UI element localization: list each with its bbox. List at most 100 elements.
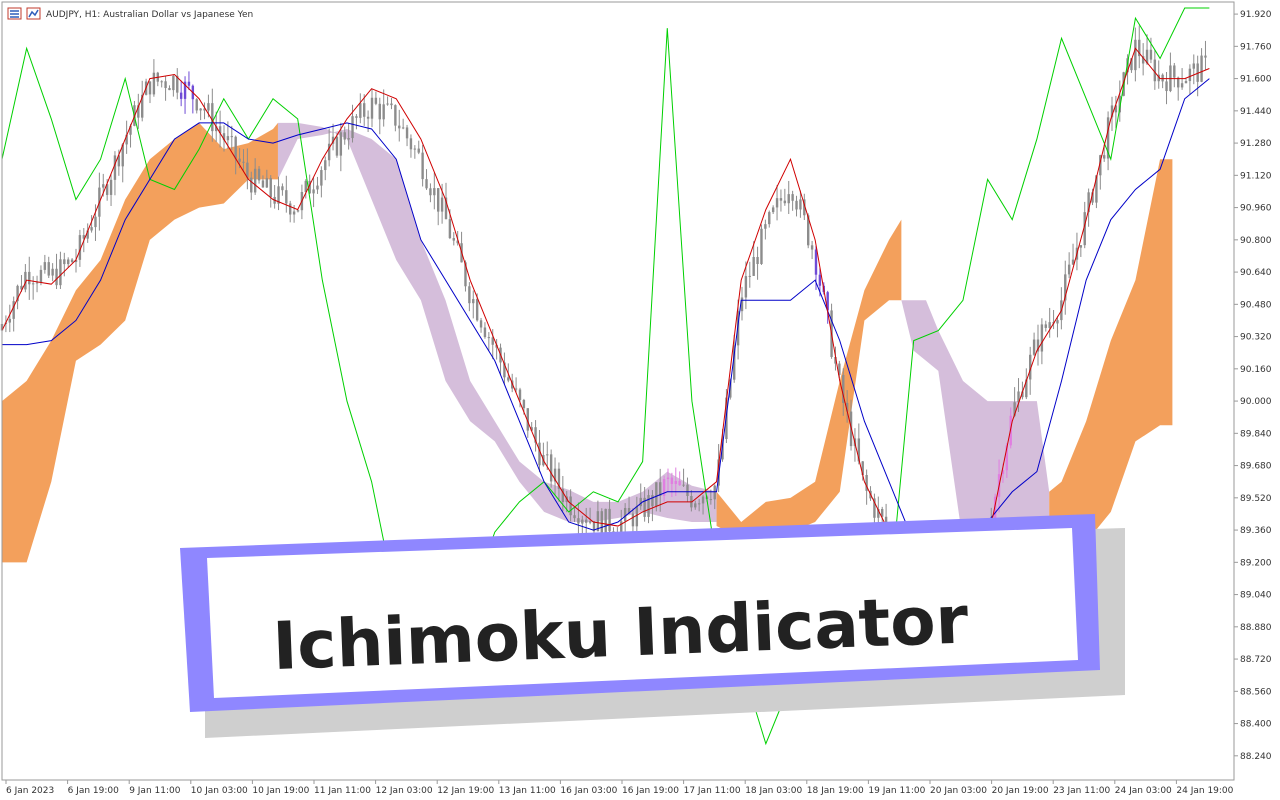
- price-tick-label: 91.760: [1240, 42, 1272, 52]
- candle-body: [1087, 192, 1090, 213]
- candle-body: [557, 468, 561, 489]
- candle-body: [1138, 39, 1141, 57]
- candle-body: [1103, 155, 1106, 159]
- candle-body: [168, 88, 171, 91]
- time-tick-label: 17 Jan 11:00: [684, 786, 741, 796]
- candle-body: [861, 461, 864, 476]
- candle-body: [285, 190, 288, 204]
- candle-body: [1032, 339, 1036, 355]
- candle-body: [253, 168, 257, 193]
- time-tick-label: 6 Jan 2023: [6, 786, 54, 796]
- kijun-sen-line: [2, 78, 1210, 584]
- price-tick-label: 90.960: [1240, 204, 1272, 214]
- candle-body: [238, 158, 241, 162]
- candle-body: [320, 170, 323, 186]
- candle-body: [211, 103, 214, 132]
- candle-body: [117, 155, 121, 167]
- candle-body: [1177, 77, 1180, 88]
- candle-body: [82, 235, 85, 239]
- candle-body: [179, 92, 183, 99]
- candle-body: [250, 177, 253, 193]
- candle-body: [327, 143, 331, 161]
- candle-body: [507, 377, 510, 381]
- candle-body: [1196, 63, 1199, 82]
- candle-body: [370, 97, 374, 119]
- candle-body: [24, 271, 27, 290]
- candle-body: [1005, 445, 1009, 471]
- candle-body: [187, 81, 191, 86]
- candle-body: [242, 161, 245, 163]
- candle-body: [1029, 354, 1032, 380]
- candle-body: [479, 320, 483, 328]
- candle-body: [277, 186, 280, 204]
- candle-body: [148, 81, 152, 95]
- candle-body: [121, 144, 124, 167]
- candle-body: [12, 301, 15, 319]
- candle-body: [1161, 74, 1164, 82]
- candle-body: [109, 179, 113, 195]
- candle-body: [795, 200, 798, 210]
- candle-body: [1157, 74, 1160, 82]
- price-tick-label: 90.640: [1240, 268, 1272, 278]
- candle-body: [102, 184, 105, 188]
- candle-body: [39, 269, 43, 283]
- chart-list-icon[interactable]: [7, 7, 22, 20]
- candle-body: [522, 399, 526, 409]
- candle-body: [674, 480, 677, 484]
- candle-body: [585, 519, 588, 523]
- candle-body: [491, 337, 494, 345]
- price-tick-label: 91.120: [1240, 171, 1272, 181]
- price-tick-label: 91.600: [1240, 75, 1272, 85]
- candle-body: [16, 285, 19, 302]
- candle-body: [518, 389, 522, 400]
- chikou-span-line: [1, 7, 1210, 746]
- candle-body: [561, 488, 565, 503]
- price-tick-label: 88.400: [1240, 720, 1272, 730]
- candle-body: [701, 496, 705, 504]
- candle-body: [1204, 55, 1207, 58]
- candle-body: [172, 75, 175, 91]
- time-tick-label: 24 Jan 03:00: [1115, 786, 1172, 796]
- candle-body: [378, 103, 381, 120]
- candle-body: [437, 188, 440, 212]
- time-tick-label: 18 Jan 03:00: [745, 786, 802, 796]
- candle-body: [826, 292, 829, 311]
- candle-body: [670, 477, 674, 484]
- candle-body: [215, 126, 218, 132]
- candle-body: [125, 134, 128, 145]
- candle-body: [20, 285, 23, 290]
- time-tick-label: 11 Jan 11:00: [314, 786, 371, 796]
- candle-body: [873, 498, 876, 518]
- candle-body: [386, 103, 389, 105]
- candle-body: [709, 499, 713, 501]
- candle-body: [1001, 470, 1005, 475]
- candle-body: [359, 103, 362, 118]
- price-tick-label: 89.520: [1240, 494, 1272, 504]
- candle-body: [697, 503, 701, 505]
- candle-body: [643, 497, 646, 517]
- tenkan-sen-line: [1, 47, 1210, 685]
- candle-body: [756, 256, 759, 265]
- candle-body: [1056, 320, 1059, 324]
- candle-body: [748, 275, 751, 277]
- candle-body: [1091, 192, 1094, 203]
- candle-body: [472, 299, 475, 304]
- time-tick-label: 18 Jan 19:00: [807, 786, 864, 796]
- chart-sync-icon[interactable]: [26, 7, 41, 20]
- candle-body: [546, 454, 549, 456]
- candle-body: [744, 276, 748, 298]
- candle-body: [1141, 56, 1145, 64]
- time-tick-label: 9 Jan 11:00: [129, 786, 181, 796]
- kumo-bullish: [1049, 159, 1173, 543]
- candle-body: [713, 485, 716, 500]
- time-tick-label: 10 Jan 03:00: [191, 786, 248, 796]
- candle-body: [137, 105, 140, 118]
- price-tick-label: 90.480: [1240, 300, 1272, 310]
- candle-body: [608, 508, 611, 532]
- candle-body: [1173, 65, 1176, 78]
- candle-body: [292, 211, 296, 215]
- candle-body: [199, 108, 202, 111]
- candle-body: [1114, 105, 1118, 113]
- candle-body: [90, 227, 93, 231]
